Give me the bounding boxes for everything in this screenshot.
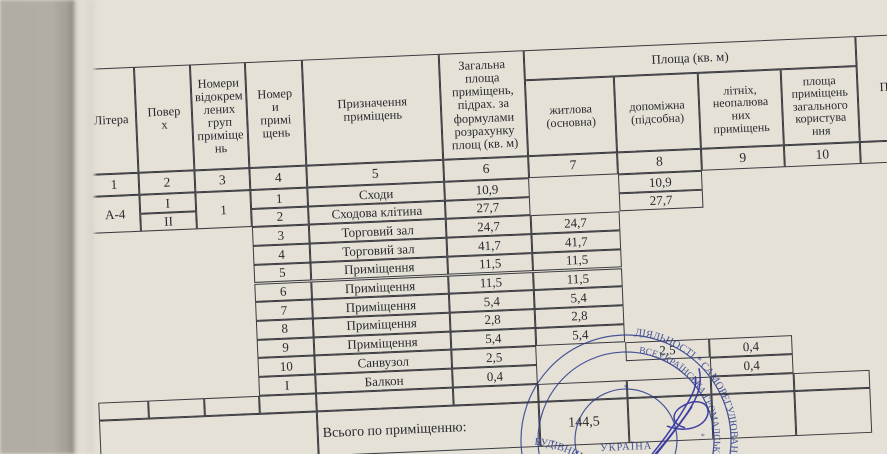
svg-text:*: * <box>701 432 705 441</box>
svg-text:ДІЯЛЬНОСТІ * САМОРЕГУЛЮВАННЯ *: ДІЯЛЬНОСТІ * САМОРЕГУЛЮВАННЯ * У <box>634 323 741 454</box>
svg-text:ВСЕУКРАЇНСЬКА ГРОМАДСЬКА ОРГАН: ВСЕУКРАЇНСЬКА ГРОМАДСЬКА ОРГАНІЗАЦІЯ <box>638 343 724 454</box>
svg-text:*: * <box>551 438 555 447</box>
svg-text:*: * <box>624 383 628 392</box>
svg-text:УКРАЇНА: УКРАЇНА <box>600 440 653 454</box>
